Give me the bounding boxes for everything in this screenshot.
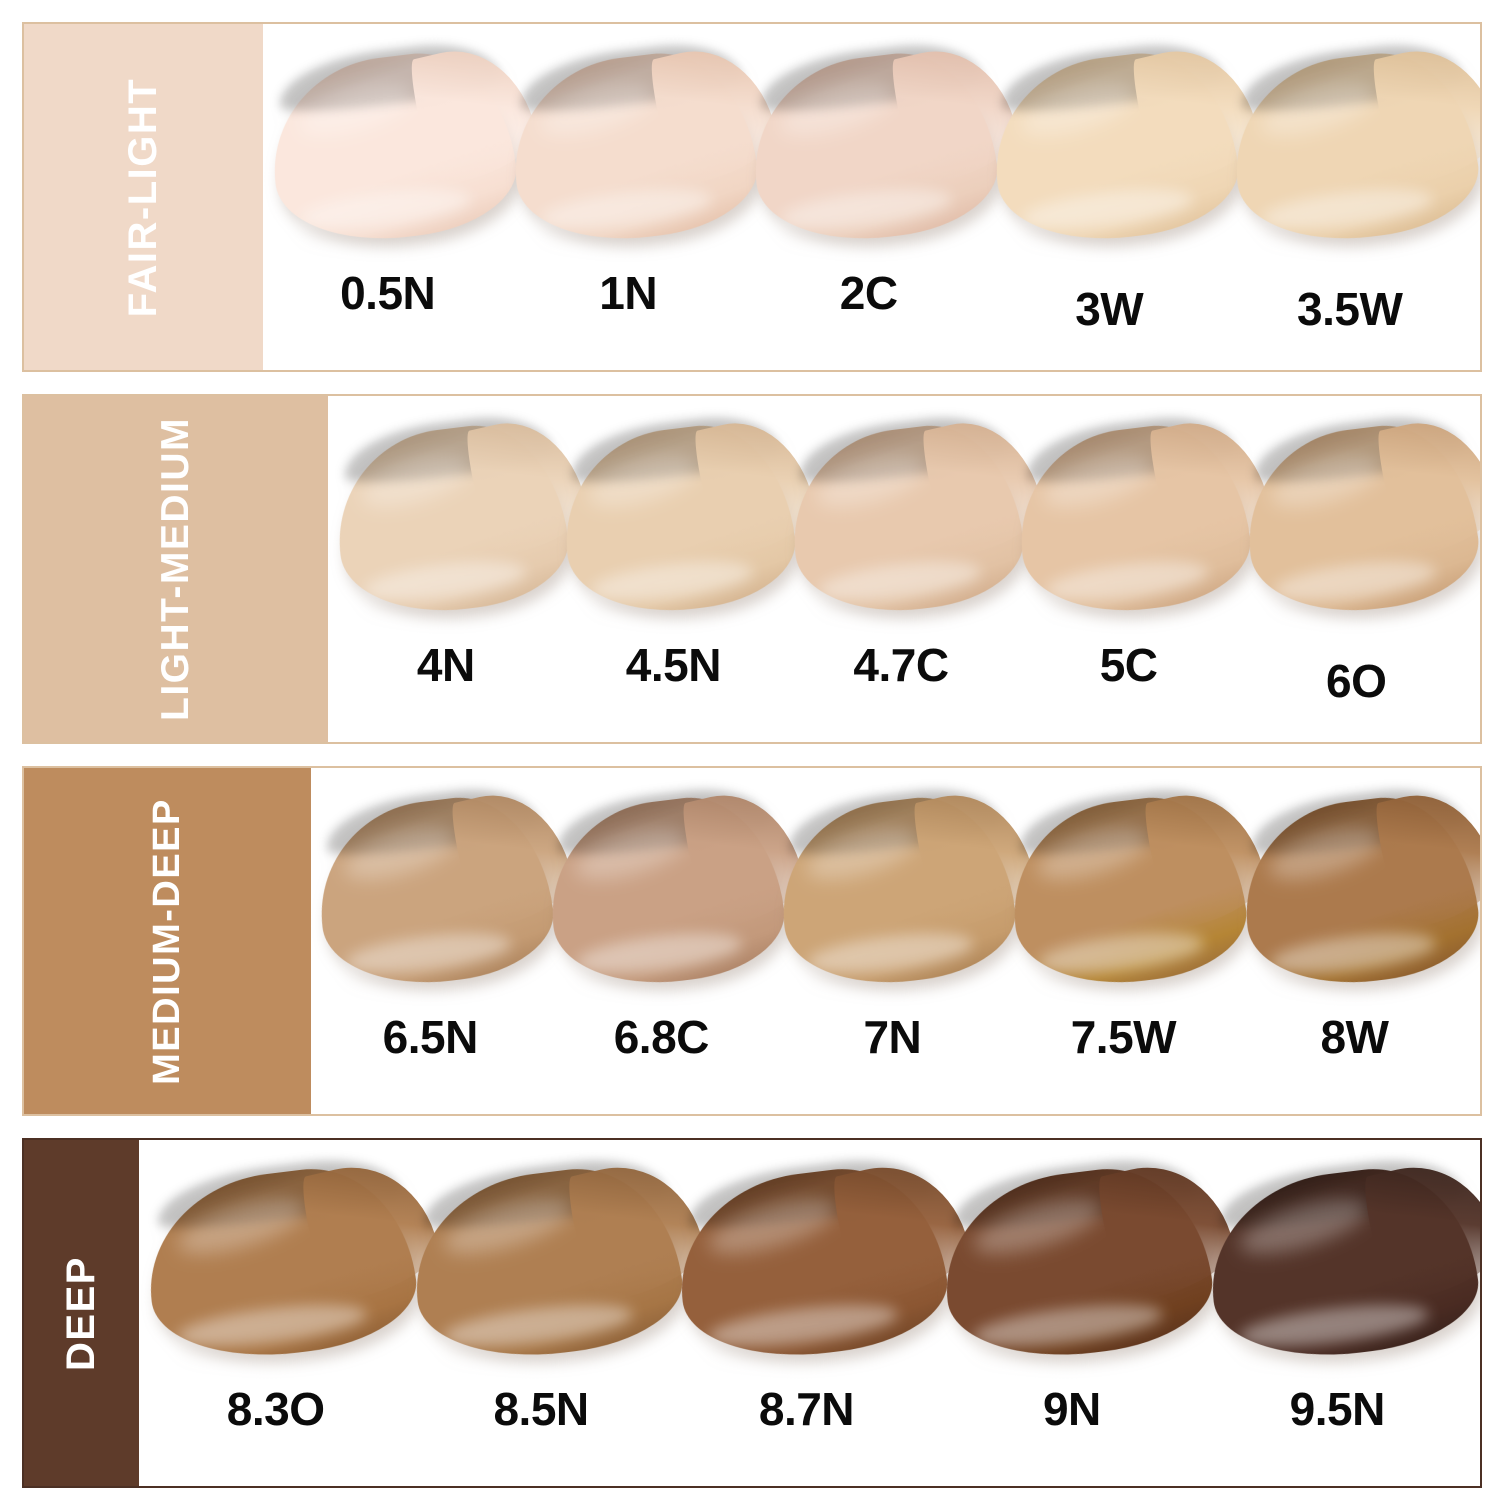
smear-swatch [138, 1151, 446, 1386]
smear-gloss [774, 72, 901, 147]
shade-code-label: 9N [1042, 1383, 1101, 1435]
smear-gloss [703, 1187, 842, 1265]
shade-code-label: 8.7N [758, 1383, 855, 1435]
smear-swatch [669, 1151, 977, 1386]
shade-code-label: 8.5N [493, 1383, 589, 1435]
shade-code-label: 6O [1326, 655, 1387, 707]
swatch-cell[interactable]: 9.5N [1199, 1140, 1480, 1486]
shade-code-label: 6.8C [613, 1011, 710, 1063]
smear-gloss [569, 817, 693, 890]
smear-gloss [355, 445, 477, 517]
smear-swatch [983, 36, 1265, 270]
swatch-cell[interactable]: 4.5N [553, 396, 821, 742]
shade-code-label: 7.5W [1070, 1011, 1177, 1063]
smear-swatch [553, 409, 821, 642]
smear-gloss [533, 72, 661, 147]
shade-group-panel-light-medium: LIGHT-MEDIUM 4N 4.5N [22, 394, 1482, 744]
smear-gloss [1263, 817, 1386, 890]
smear-swatch [781, 409, 1049, 642]
swatch-row-light-medium: 4N 4.5N 4.7C 5 [326, 396, 1480, 742]
shade-code-label: 1N [599, 267, 658, 319]
smear-swatch [403, 1151, 711, 1386]
smear-swatch [326, 409, 594, 642]
shade-code-label: 2C [839, 267, 898, 319]
shade-code-label: 8.3O [226, 1383, 325, 1435]
smear-swatch [934, 1151, 1242, 1386]
smear-swatch [309, 780, 580, 1014]
smear-gloss [338, 817, 462, 890]
smear-swatch [1009, 409, 1277, 642]
swatch-cell[interactable]: 3W [983, 24, 1265, 370]
category-label: MEDIUM-DEEP [145, 797, 188, 1085]
shade-code-label: 6.5N [382, 1011, 479, 1063]
category-tab-medium-deep: MEDIUM-DEEP [24, 768, 311, 1114]
smear-swatch [502, 36, 784, 270]
shade-group-panel-medium-deep: MEDIUM-DEEP 6.5N 6.8C [22, 766, 1482, 1116]
shade-code-label: 8W [1320, 1011, 1389, 1063]
shade-group-panel-deep: DEEP 8.3O 8.5N [22, 1138, 1482, 1488]
swatch-cell[interactable]: 6.8C [540, 768, 811, 1114]
shade-code-label: 5C [1099, 639, 1158, 691]
swatch-cell[interactable]: 5C [1009, 396, 1277, 742]
smear-swatch [1236, 409, 1480, 642]
swatch-cell[interactable]: 7N [771, 768, 1042, 1114]
smear-gloss [293, 72, 420, 147]
smear-gloss [1032, 817, 1155, 890]
swatch-cell[interactable]: 1N [502, 24, 784, 370]
swatch-cell[interactable]: 3.5W [1224, 24, 1480, 370]
smear-gloss [801, 817, 924, 890]
swatch-cell[interactable]: 8.5N [403, 1140, 711, 1486]
shade-code-label: 4.5N [625, 639, 722, 691]
shade-code-label: 3W [1075, 283, 1144, 335]
swatch-cell[interactable]: 8.3O [138, 1140, 446, 1486]
shade-code-label: 9.5N [1289, 1383, 1386, 1435]
smear-gloss [968, 1187, 1108, 1265]
smear-swatch [1233, 780, 1480, 1014]
swatch-cell[interactable]: 7.5W [1002, 768, 1273, 1114]
category-label: DEEP [58, 1255, 103, 1371]
smear-gloss [437, 1187, 577, 1265]
smear-swatch [771, 780, 1042, 1014]
smear-gloss [1014, 72, 1142, 147]
smear-swatch [1224, 36, 1480, 270]
shade-code-label: 4.7C [853, 639, 949, 691]
swatch-cell[interactable]: 4.7C [781, 396, 1049, 742]
swatch-cell[interactable]: 6O [1236, 396, 1480, 742]
category-tab-deep: DEEP [24, 1140, 139, 1486]
smear-gloss [1255, 72, 1382, 147]
shade-code-label: 3.5W [1297, 283, 1403, 335]
swatch-cell[interactable]: 8.7N [669, 1140, 977, 1486]
category-label: FAIR-LIGHT [121, 77, 166, 317]
smear-gloss [1038, 445, 1159, 517]
smear-swatch [540, 780, 811, 1014]
swatch-cell[interactable]: 2C [743, 24, 1024, 370]
smear-gloss [172, 1187, 311, 1265]
swatch-row-medium-deep: 6.5N 6.8C 7N 7 [309, 768, 1480, 1114]
swatch-row-fair-light: 0.5N 1N 2C 3W [262, 24, 1480, 370]
smear-swatch [1002, 780, 1273, 1014]
smear-swatch [1199, 1151, 1480, 1386]
category-tab-fair-light: FAIR-LIGHT [24, 24, 264, 370]
shade-group-panel-fair-light: FAIR-LIGHT 0.5N 1N [22, 22, 1482, 372]
swatch-cell[interactable]: 9N [934, 1140, 1242, 1486]
smear-gloss [810, 445, 932, 517]
category-label: LIGHT-MEDIUM [153, 417, 197, 721]
shade-code-label: 0.5N [340, 267, 436, 319]
smear-swatch [262, 36, 543, 270]
swatch-cell[interactable]: 6.5N [309, 768, 580, 1114]
smear-gloss [1233, 1187, 1373, 1265]
shade-code-label: 7N [863, 1011, 922, 1063]
swatch-row-deep: 8.3O 8.5N 8.7N [138, 1140, 1480, 1486]
shade-code-label: 4N [416, 639, 475, 691]
swatch-cell[interactable]: 0.5N [262, 24, 543, 370]
category-tab-light-medium: LIGHT-MEDIUM [24, 396, 328, 742]
smear-gloss [1266, 445, 1387, 517]
swatch-cell[interactable]: 8W [1233, 768, 1480, 1114]
smear-swatch [743, 36, 1024, 270]
swatch-cell[interactable]: 4N [326, 396, 594, 742]
smear-gloss [583, 445, 704, 517]
